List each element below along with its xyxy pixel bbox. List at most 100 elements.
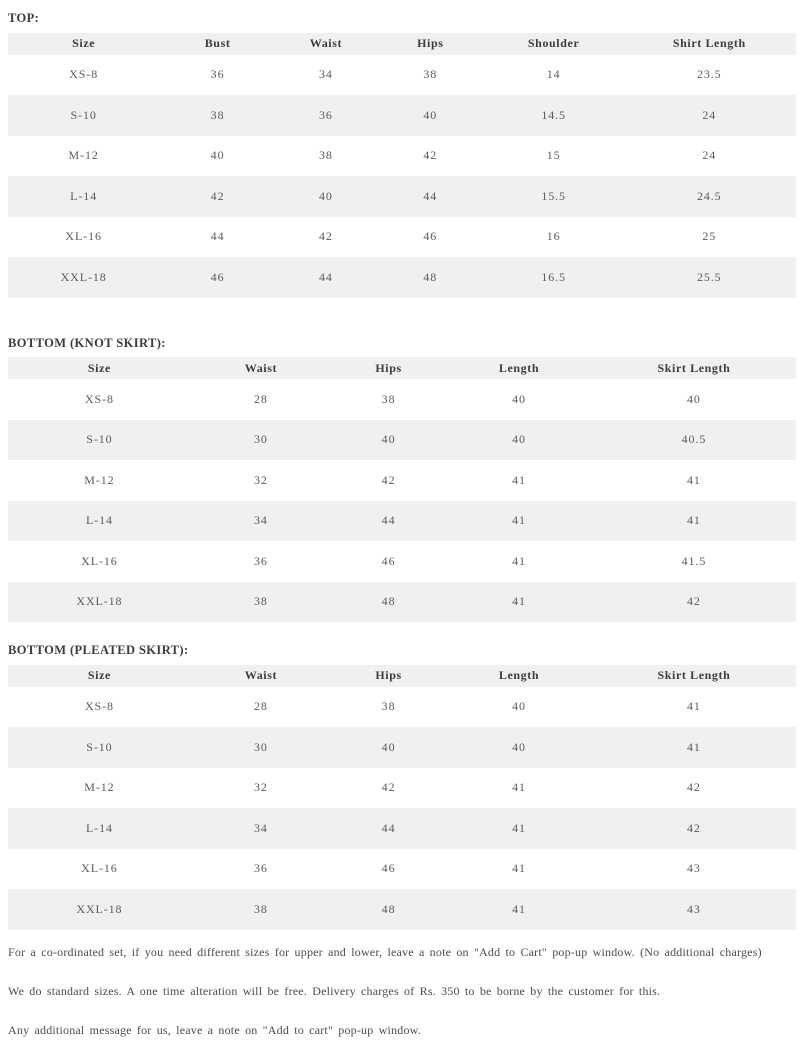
- table-row: L-14 34 44 41 41: [8, 500, 796, 541]
- measurement-cell: 46: [423, 229, 438, 244]
- table-row: XS-8 36 34 38 14 23.5: [8, 55, 796, 96]
- size-cell: S-10: [70, 107, 97, 122]
- table-row: XL-16 44 42 46 16 25: [8, 217, 796, 258]
- size-cell: XS-8: [69, 67, 99, 82]
- measurement-cell: 41: [512, 553, 526, 568]
- size-cell: M-12: [84, 780, 115, 795]
- size-cell: XL-16: [65, 229, 102, 244]
- measurement-cell: 48: [423, 269, 438, 284]
- measurement-cell: 41: [512, 820, 526, 835]
- column-header: Waist: [244, 668, 278, 682]
- measurement-cell: 40: [210, 148, 225, 163]
- measurement-cell: 24: [702, 148, 717, 163]
- measurement-cell: 40.5: [681, 432, 707, 447]
- note-paragraph: For a co-ordinated set, if you need diff…: [8, 944, 762, 959]
- measurement-cell: 34: [254, 513, 268, 528]
- header-row: Size Bust Waist Hips Shoulder Shirt Length: [8, 32, 796, 55]
- table-row: XS-8 28 38 40 41: [8, 687, 796, 728]
- column-header: Waist: [309, 36, 343, 50]
- table-row: XXL-18 38 48 41 43: [8, 889, 796, 930]
- measurement-cell: 42: [319, 229, 333, 244]
- measurement-cell: 32: [254, 780, 268, 795]
- measurement-cell: 40: [319, 188, 333, 203]
- measurement-cell: 43: [687, 861, 701, 876]
- column-header: Length: [498, 668, 540, 682]
- table-row: L-14 42 40 44 15.5 24.5: [8, 176, 796, 217]
- size-cell: L-14: [70, 188, 98, 203]
- size-cell: M-12: [68, 148, 99, 163]
- measurement-cell: 48: [381, 901, 396, 916]
- measurement-cell: 41: [512, 594, 526, 609]
- measurement-cell: 42: [381, 472, 396, 487]
- measurement-cell: 41: [512, 901, 526, 916]
- size-cell: XS-8: [84, 699, 114, 714]
- measurement-cell: 42: [687, 780, 701, 795]
- measurement-cell: 15: [546, 148, 561, 163]
- column-header: Length: [498, 360, 540, 375]
- measurement-cell: 44: [210, 229, 225, 244]
- column-header: Hips: [417, 36, 444, 50]
- measurement-cell: 36: [210, 67, 225, 82]
- measurement-cell: 44: [423, 188, 438, 203]
- measurement-cell: 41: [687, 472, 701, 487]
- table-row: S-10 38 36 40 14.5 24: [8, 95, 796, 136]
- measurement-cell: 30: [254, 739, 268, 754]
- size-chart-page: TOP: Size Bust Waist Hips Shoulder Shirt Leng…: [8, 12, 796, 1037]
- column-header: Waist: [244, 360, 278, 375]
- measurement-cell: 41: [512, 861, 526, 876]
- size-cell: XL-16: [81, 861, 118, 876]
- size-table-section-pleated-skirt: BOTTOM (PLEATED SKIRT): Size Waist Hips Len…: [8, 644, 796, 930]
- measurement-cell: 38: [210, 107, 225, 122]
- table-row: XXL-18 46 44 48 16.5 25.5: [8, 257, 796, 298]
- measurement-cell: 38: [254, 594, 268, 609]
- notes: For a co-ordinated set, if you need diff…: [8, 944, 796, 1038]
- measurement-cell: 42: [423, 148, 438, 163]
- measurement-cell: 40: [512, 699, 526, 714]
- table-row: XL-16 36 46 41 41.5: [8, 541, 796, 582]
- header-row: Size Waist Hips Length Skirt Length: [8, 357, 796, 379]
- measurement-cell: 40: [381, 739, 396, 754]
- measurement-cell: 38: [254, 901, 268, 916]
- size-cell: S-10: [86, 432, 113, 447]
- measurement-cell: 40: [687, 391, 701, 406]
- table-row: S-10 30 40 40 40.5: [8, 419, 796, 460]
- header-row: Size Waist Hips Length Skirt Length: [8, 664, 796, 687]
- measurement-cell: 25: [702, 229, 717, 244]
- measurement-cell: 44: [381, 513, 396, 528]
- measurement-cell: 36: [319, 107, 333, 122]
- measurement-cell: 41: [512, 472, 526, 487]
- size-table-section-top: TOP: Size Bust Waist Hips Shoulder Shirt Leng…: [8, 12, 796, 298]
- size-cell: XXL-18: [76, 901, 123, 916]
- measurement-cell: 41: [512, 780, 526, 795]
- size-table-section-knot-skirt: BOTTOM (KNOT SKIRT): Size Waist Hips Length…: [8, 335, 796, 622]
- measurement-cell: 16: [546, 229, 561, 244]
- table-row: L-14 34 44 41 42: [8, 808, 796, 849]
- measurement-cell: 41.5: [681, 553, 707, 568]
- table-row: XS-8 28 38 40 40: [8, 379, 796, 420]
- column-header: Hips: [375, 668, 402, 682]
- measurement-cell: 16.5: [541, 269, 566, 284]
- note-paragraph: We do standard sizes. A one time alterat…: [8, 983, 661, 998]
- measurement-cell: 38: [423, 67, 438, 82]
- measurement-cell: 44: [381, 820, 396, 835]
- measurement-cell: 41: [687, 513, 701, 528]
- measurement-cell: 42: [687, 820, 701, 835]
- column-header: Size: [72, 36, 96, 50]
- table-row: M-12 32 42 41 42: [8, 768, 796, 809]
- table-row: XL-16 36 46 41 43: [8, 849, 796, 890]
- measurement-cell: 43: [687, 901, 701, 916]
- measurement-cell: 46: [381, 553, 396, 568]
- column-header: Skirt Length: [657, 668, 731, 682]
- section-title: BOTTOM (KNOT SKIRT):: [8, 335, 166, 350]
- size-cell: L-14: [85, 820, 113, 835]
- measurement-cell: 38: [381, 699, 396, 714]
- size-table-top: Size Bust Waist Hips Shoulder Shirt Length XS-…: [8, 32, 796, 298]
- measurement-cell: 15.5: [541, 188, 566, 203]
- section-title: BOTTOM (PLEATED SKIRT):: [8, 643, 189, 657]
- size-cell: XXL-18: [76, 594, 123, 609]
- table-row: S-10 30 40 40 41: [8, 727, 796, 768]
- measurement-cell: 42: [687, 594, 701, 609]
- measurement-cell: 36: [254, 553, 268, 568]
- measurement-cell: 46: [210, 269, 225, 284]
- measurement-cell: 28: [254, 391, 268, 406]
